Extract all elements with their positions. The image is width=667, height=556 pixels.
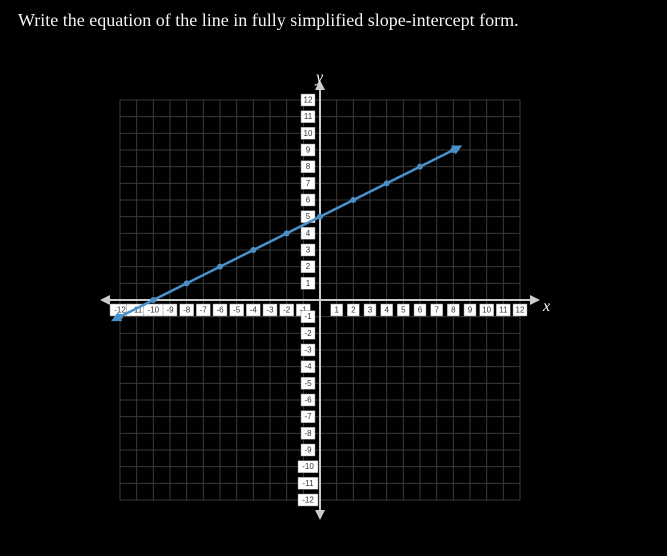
svg-text:-3: -3 bbox=[304, 346, 312, 355]
svg-text:1: 1 bbox=[334, 306, 339, 315]
svg-text:9: 9 bbox=[468, 306, 473, 315]
coordinate-graph: y-12-11-10-9-8-7-6-5-4-3-2-1123456789101… bbox=[90, 70, 550, 530]
svg-text:10: 10 bbox=[304, 129, 313, 138]
svg-text:11: 11 bbox=[499, 306, 508, 315]
svg-text:y: y bbox=[314, 70, 324, 86]
svg-text:6: 6 bbox=[418, 306, 423, 315]
svg-text:-6: -6 bbox=[304, 396, 312, 405]
svg-text:-5: -5 bbox=[304, 379, 312, 388]
svg-text:-4: -4 bbox=[250, 306, 258, 315]
svg-text:11: 11 bbox=[304, 112, 313, 121]
svg-text:-2: -2 bbox=[283, 306, 291, 315]
problem-prompt: Write the equation of the line in fully … bbox=[0, 0, 667, 31]
svg-text:12: 12 bbox=[516, 306, 525, 315]
svg-text:-7: -7 bbox=[200, 306, 208, 315]
svg-text:-10: -10 bbox=[148, 306, 160, 315]
svg-text:8: 8 bbox=[451, 306, 456, 315]
svg-text:-6: -6 bbox=[216, 306, 224, 315]
svg-text:4: 4 bbox=[306, 229, 311, 238]
svg-text:9: 9 bbox=[306, 146, 311, 155]
x-axis-label-outer: x bbox=[543, 298, 550, 316]
svg-text:-11: -11 bbox=[303, 479, 315, 488]
svg-text:5: 5 bbox=[401, 306, 406, 315]
svg-text:1: 1 bbox=[306, 279, 311, 288]
svg-text:-4: -4 bbox=[304, 362, 312, 371]
svg-text:3: 3 bbox=[368, 306, 373, 315]
svg-text:6: 6 bbox=[306, 196, 311, 205]
svg-text:3: 3 bbox=[306, 246, 311, 255]
svg-text:-8: -8 bbox=[183, 306, 191, 315]
svg-text:-5: -5 bbox=[233, 306, 241, 315]
svg-text:-12: -12 bbox=[302, 496, 314, 505]
svg-text:-9: -9 bbox=[166, 306, 174, 315]
svg-text:-1: -1 bbox=[304, 312, 312, 321]
svg-text:2: 2 bbox=[306, 262, 311, 271]
problem-container: Write the equation of the line in fully … bbox=[0, 0, 667, 556]
svg-text:-3: -3 bbox=[266, 306, 274, 315]
svg-text:7: 7 bbox=[434, 306, 439, 315]
svg-text:-10: -10 bbox=[302, 462, 314, 471]
graph-svg: y-12-11-10-9-8-7-6-5-4-3-2-1123456789101… bbox=[90, 70, 550, 530]
svg-text:-2: -2 bbox=[304, 329, 312, 338]
x-axis-label: x bbox=[543, 298, 550, 315]
svg-text:8: 8 bbox=[306, 162, 311, 171]
svg-text:12: 12 bbox=[304, 96, 313, 105]
svg-text:5: 5 bbox=[306, 212, 311, 221]
svg-text:-7: -7 bbox=[304, 412, 312, 421]
svg-text:10: 10 bbox=[482, 306, 491, 315]
svg-text:7: 7 bbox=[306, 179, 311, 188]
svg-text:2: 2 bbox=[351, 306, 356, 315]
svg-text:-9: -9 bbox=[304, 446, 312, 455]
svg-text:-8: -8 bbox=[304, 429, 312, 438]
svg-text:4: 4 bbox=[384, 306, 389, 315]
